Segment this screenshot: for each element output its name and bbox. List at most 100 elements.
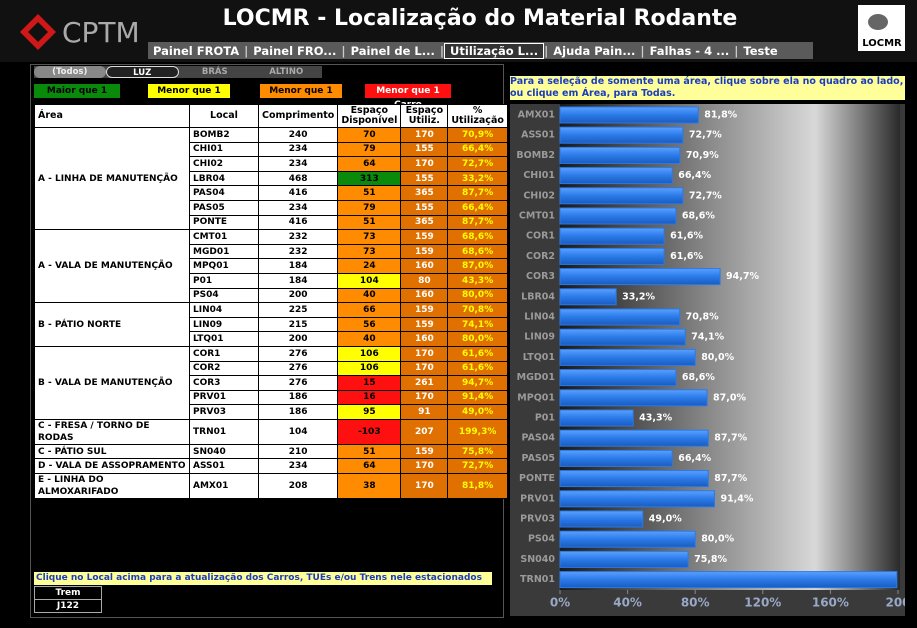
local-cell[interactable]: PS04: [189, 287, 259, 304]
local-cell[interactable]: CHI02: [189, 156, 259, 172]
tab[interactable]: Ajuda Pain...: [553, 43, 636, 58]
local-cell[interactable]: MGD01: [189, 243, 259, 260]
local-cell[interactable]: LTQ01: [189, 331, 259, 347]
area-cell[interactable]: B - PÁTIO NORTE: [34, 302, 190, 347]
local-cell[interactable]: MPQ01: [189, 258, 259, 274]
length-cell: 184: [257, 272, 339, 289]
area-cell[interactable]: D - VALA DE ASSOPRAMENTO: [34, 458, 190, 475]
local-cell[interactable]: COR2: [189, 360, 259, 377]
tab[interactable]: Utilização L...: [444, 42, 545, 59]
legend-item: Menor que 1 TUE: [260, 84, 342, 110]
bar[interactable]: [559, 207, 677, 225]
area-cell[interactable]: E - LINHA DO ALMOXARIFADO: [34, 473, 190, 500]
table-row: A - VALA DE MANUTENÇÃO CMT01 232 73 159 68,6%: [34, 229, 508, 304]
tab[interactable]: Falhas - 4 ...: [649, 43, 730, 58]
available-cell: 73: [337, 243, 402, 260]
bar[interactable]: [559, 530, 696, 548]
filter-button[interactable]: LUZ: [105, 66, 179, 78]
local-cell[interactable]: CHI01: [189, 141, 259, 158]
column-header: Área: [34, 104, 190, 128]
tab[interactable]: Painel FROTA: [153, 43, 240, 58]
bar[interactable]: [559, 167, 673, 185]
bar[interactable]: [559, 429, 709, 447]
bar[interactable]: [559, 449, 673, 467]
bar[interactable]: [559, 328, 686, 346]
bar[interactable]: [559, 146, 681, 164]
usage-cell: 81,8%: [447, 473, 508, 500]
local-cell[interactable]: PRV03: [189, 404, 259, 420]
length-cell: 186: [257, 404, 339, 420]
bar[interactable]: [559, 409, 634, 427]
tab-separator: |: [734, 43, 739, 58]
local-cell[interactable]: PRV01: [189, 389, 259, 406]
value-label: 80,0%: [701, 352, 734, 363]
local-cell[interactable]: LIN09: [189, 316, 259, 333]
local-cell[interactable]: P01: [189, 272, 259, 289]
area-cell[interactable]: C - FRESA / TORNO DE RODAS: [34, 418, 190, 445]
bar[interactable]: [559, 389, 708, 407]
local-cell[interactable]: TRN01: [189, 418, 259, 445]
available-cell: 51: [337, 443, 402, 460]
local-cell[interactable]: SN040: [189, 443, 259, 460]
bar[interactable]: [559, 126, 684, 144]
tab[interactable]: Painel de L...: [350, 43, 435, 58]
tab[interactable]: Teste: [743, 43, 778, 58]
bar[interactable]: [559, 268, 721, 286]
category-label: MGD01: [517, 372, 555, 383]
bar[interactable]: [559, 247, 665, 265]
bar[interactable]: [559, 369, 677, 387]
local-cell[interactable]: COR1: [189, 345, 259, 362]
used-cell: 159: [400, 302, 449, 318]
bar[interactable]: [559, 348, 696, 366]
bar[interactable]: [559, 106, 699, 124]
table-row: CHI02 234 64 170 72,7%: [35, 156, 508, 172]
category-label: PAS04: [521, 433, 555, 444]
column-header: Espaço Utiliz.: [400, 104, 449, 128]
table-row: CHI01 234 79 155 66,4%: [35, 141, 508, 158]
area-cell[interactable]: C - PÁTIO SUL: [34, 443, 190, 460]
area-cell[interactable]: A - LINHA DE MANUTENÇÃO: [34, 126, 190, 231]
local-cell[interactable]: AMX01: [189, 473, 259, 500]
local-cell[interactable]: PAS05: [189, 199, 259, 216]
area-cell[interactable]: B - VALA DE MANUTENÇÃO: [34, 345, 190, 420]
category-label: PRV03: [520, 514, 555, 525]
bar[interactable]: [559, 490, 715, 508]
tab[interactable]: Painel FRO...: [253, 43, 337, 58]
value-label: 91,4%: [720, 493, 753, 504]
local-cell[interactable]: CMT01: [189, 229, 259, 245]
usage-cell: 66,4%: [447, 141, 508, 158]
local-cell[interactable]: PONTE: [189, 214, 259, 231]
used-cell: 159: [400, 243, 449, 260]
bar[interactable]: [559, 187, 684, 205]
local-cell[interactable]: LBR04: [189, 170, 259, 187]
length-cell: 225: [257, 302, 339, 318]
usage-cell: 87,0%: [447, 258, 508, 274]
category-label: BOMB2: [516, 150, 555, 161]
bar[interactable]: [559, 571, 898, 589]
area-cell[interactable]: A - VALA DE MANUTENÇÃO: [34, 229, 190, 304]
category-label: LTQ01: [523, 352, 555, 363]
local-cell[interactable]: BOMB2: [189, 127, 259, 143]
filter-button[interactable]: BRÁS: [201, 67, 228, 77]
usage-cell: 70,9%: [447, 127, 508, 143]
filter-button[interactable]: ALTINO: [269, 67, 304, 77]
bar[interactable]: [559, 510, 644, 528]
table-row: C - PÁTIO SUL SN040 210 51 159 75,8%: [34, 443, 508, 460]
usage-cell: 80,0%: [447, 287, 508, 304]
trem-header: Trem: [35, 587, 101, 600]
bar[interactable]: [559, 227, 665, 245]
category-label: PS04: [528, 534, 555, 545]
bar[interactable]: [559, 470, 709, 488]
table-row: B - PÁTIO NORTE LIN04 225 66 159 70,8%: [34, 302, 508, 347]
filter-button[interactable]: (Todos): [34, 66, 106, 78]
bar[interactable]: [559, 308, 681, 326]
value-label: 87,7%: [714, 433, 747, 444]
x-tick-label: 200: [885, 596, 905, 610]
usage-cell: 72,7%: [447, 156, 508, 172]
local-cell[interactable]: PAS04: [189, 185, 259, 201]
local-cell[interactable]: ASS01: [189, 458, 259, 475]
bar[interactable]: [559, 288, 617, 306]
bar[interactable]: [559, 550, 689, 568]
local-cell[interactable]: COR3: [189, 375, 259, 391]
local-cell[interactable]: LIN04: [189, 302, 259, 318]
